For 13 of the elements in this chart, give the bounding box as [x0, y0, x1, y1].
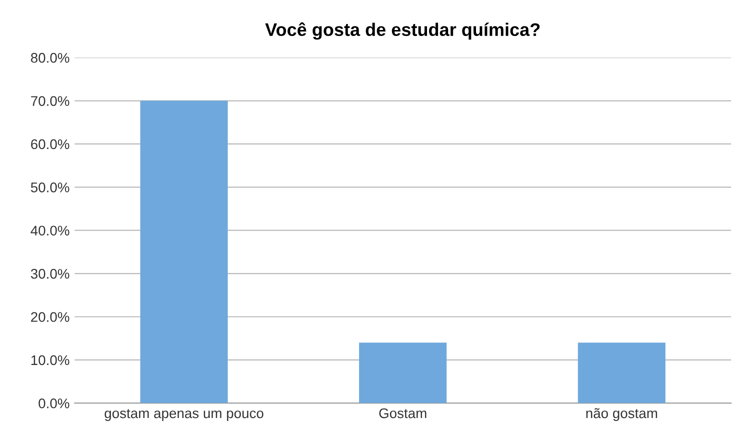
- y-tick-label: 30.0%: [30, 268, 70, 279]
- y-tick-label: 60.0%: [31, 139, 70, 150]
- y-tick-label: 40.0%: [30, 226, 70, 236]
- y-tick-label: 50.0%: [30, 182, 70, 192]
- y-tick-label: 10.0%: [31, 355, 70, 366]
- x-tick-label: não gostam: [586, 408, 658, 421]
- y-tick-label: 80.0%: [30, 52, 70, 63]
- x-tick-label: Gostam: [379, 408, 426, 418]
- y-tick-label: 0.0%: [38, 398, 70, 408]
- y-tick-label: 70.0%: [31, 96, 70, 106]
- x-tick-label: gostam apenas um pouco: [104, 409, 264, 421]
- chart-title: Você gosta de estudar química?: [265, 22, 540, 40]
- y-tick-label: 20.0%: [31, 312, 70, 322]
